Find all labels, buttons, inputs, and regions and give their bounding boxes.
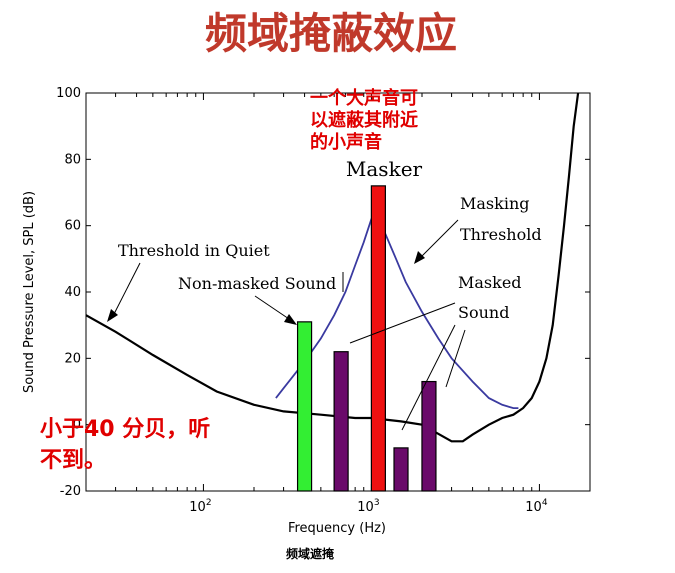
bar-non-masked [296, 321, 313, 492]
x-tick-base: 10 [525, 500, 542, 515]
bar-masked-1 [333, 351, 349, 492]
non-masked-sound-label: Non-masked Sound [178, 274, 336, 293]
masker-label: Masker [346, 157, 423, 181]
x-tick-base: 10 [189, 500, 206, 515]
x-axis-ticks: 102 103 104 [85, 93, 591, 515]
x-tick-base: 10 [357, 500, 374, 515]
masking-threshold-label-line2: Threshold [460, 225, 542, 244]
bar-masked-2 [393, 447, 409, 492]
masking-threshold-label-line1: Masking [460, 194, 530, 213]
zh-masker-note-line3: 的小声音 [310, 131, 382, 153]
y-axis-ticks: -20 0 20 40 60 80 100 [56, 86, 590, 499]
bar-masker [370, 185, 386, 492]
sound-bars [296, 185, 437, 492]
zh-masker-note-line2: 以遮蔽其附近 [310, 109, 418, 131]
masked-sound-label-line2: Sound [458, 303, 509, 322]
threshold-in-quiet-curve [85, 92, 580, 443]
slide-title: 频域掩蔽效应 [205, 9, 457, 58]
y-tick-label: 0 [73, 418, 81, 433]
y-axis-label: Sound Pressure Level, SPL (dB) [22, 191, 37, 393]
x-axis-label: Frequency (Hz) [288, 521, 386, 536]
zh-inaudible-note-line2: 不到。 [40, 448, 106, 473]
y-tick-label: 60 [64, 219, 81, 234]
slide-caption: 频域遮掩 [286, 546, 335, 561]
y-tick-label: 20 [64, 351, 81, 366]
masked-sound-label-line1: Masked [458, 273, 522, 292]
y-tick-label: 40 [64, 285, 81, 300]
x-tick-label: 102 [189, 498, 211, 515]
zh-masker-note-line1: 一个大声音可 [310, 87, 418, 109]
y-tick-label: 100 [56, 86, 81, 101]
annotation-arrows [107, 219, 466, 431]
x-tick-exponent: 3 [374, 498, 380, 508]
threshold-in-quiet-label: Threshold in Quiet [118, 241, 270, 260]
bar-masked-3 [421, 380, 437, 492]
x-tick-exponent: 2 [206, 498, 212, 508]
x-tick-label: 104 [525, 498, 548, 515]
y-tick-label: 80 [64, 152, 81, 167]
zh-inaudible-note-line1: 小于40 分贝，听 [40, 417, 210, 442]
x-tick-exponent: 4 [542, 498, 548, 508]
y-tick-label: -20 [60, 484, 81, 499]
x-tick-label: 103 [357, 498, 379, 515]
